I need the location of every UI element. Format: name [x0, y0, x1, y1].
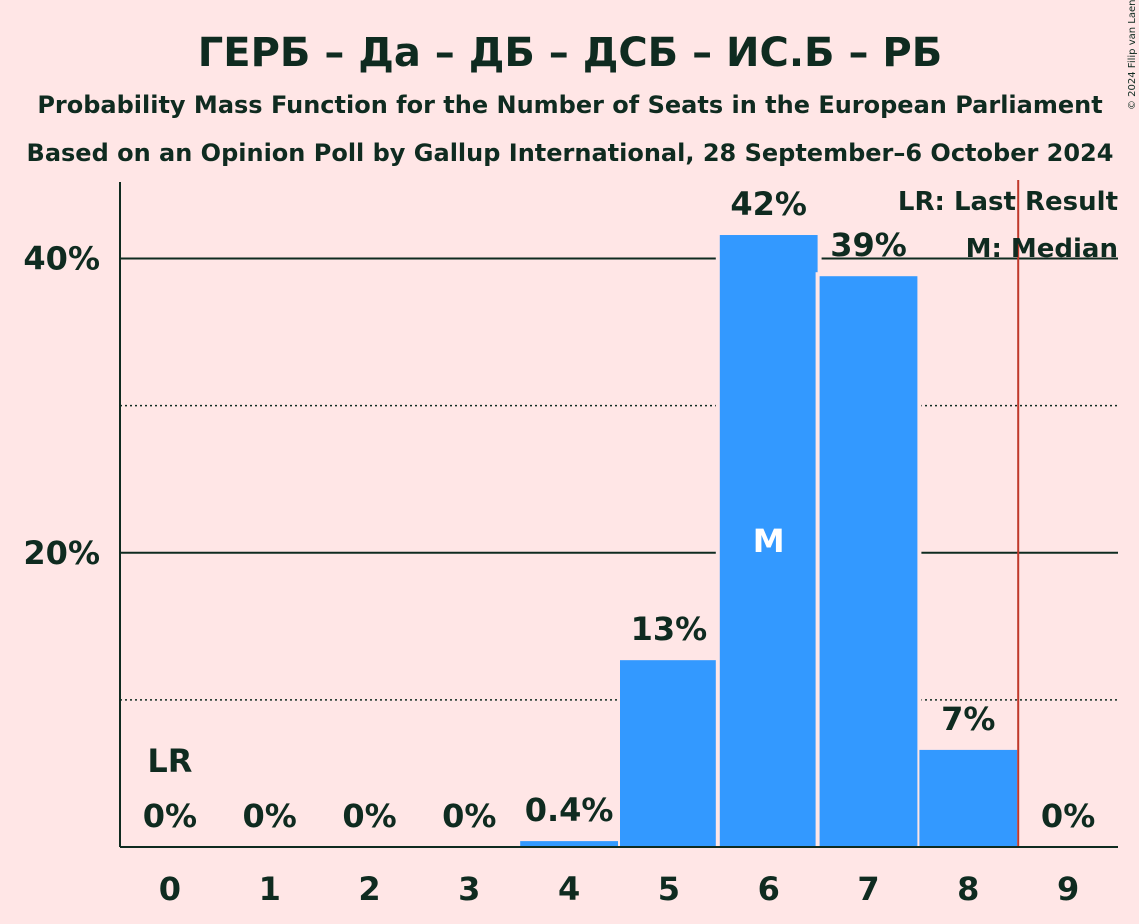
bar-value-label: 7%	[941, 700, 995, 738]
bar	[620, 660, 718, 847]
bar-value-label: 0.4%	[525, 791, 614, 829]
bar	[919, 749, 1018, 847]
bar	[819, 276, 918, 848]
x-tick-label: 7	[857, 870, 879, 908]
bar-value-label: 13%	[631, 610, 708, 648]
chart-subtitle: Probability Mass Function for the Number…	[37, 91, 1102, 119]
bar-labels: 0% 0% 0% 0% 0.4% 13% 42% 39% 7% 0% M LR	[143, 185, 1096, 835]
bar	[520, 841, 618, 847]
x-tick-label: 0	[159, 870, 181, 908]
x-tick-label: 5	[658, 870, 680, 908]
y-tick-label: 20%	[23, 534, 100, 572]
x-tick-label: 4	[558, 870, 580, 908]
x-tick-label: 1	[259, 870, 281, 908]
copyright-text: © 2024 Filip van Laenen	[1127, 0, 1138, 110]
bar-value-label: 0%	[143, 797, 197, 835]
grid-lines	[120, 257, 1118, 701]
bar-value-label: 0%	[1041, 797, 1095, 835]
bar	[719, 235, 818, 848]
x-tick-label: 3	[458, 870, 480, 908]
chart-title: ГЕРБ – Да – ДБ – ДСБ – ИС.Б – РБ	[198, 30, 942, 76]
axes: 20% 40% 0 1 2 3 4 5 6 7 8 9	[23, 180, 1118, 908]
chart-source: Based on an Opinion Poll by Gallup Inter…	[27, 139, 1114, 167]
y-tick-label: 40%	[23, 240, 100, 278]
median-marker: M	[753, 522, 785, 560]
bar-value-label: 0%	[243, 797, 297, 835]
legend-median: M: Median	[966, 234, 1118, 264]
x-tick-label: 6	[758, 870, 780, 908]
last-result-marker: LR	[147, 742, 192, 780]
x-tick-label: 8	[957, 870, 979, 908]
bar-value-label: 42%	[730, 185, 807, 223]
bar-value-label: 0%	[342, 797, 396, 835]
legend-last-result: LR: Last Result	[898, 187, 1118, 217]
bar-value-label: 0%	[442, 797, 496, 835]
x-tick-label: 2	[358, 870, 380, 908]
bar-value-label: 39%	[830, 226, 907, 264]
x-tick-label: 9	[1057, 870, 1079, 908]
bars	[520, 231, 1018, 848]
